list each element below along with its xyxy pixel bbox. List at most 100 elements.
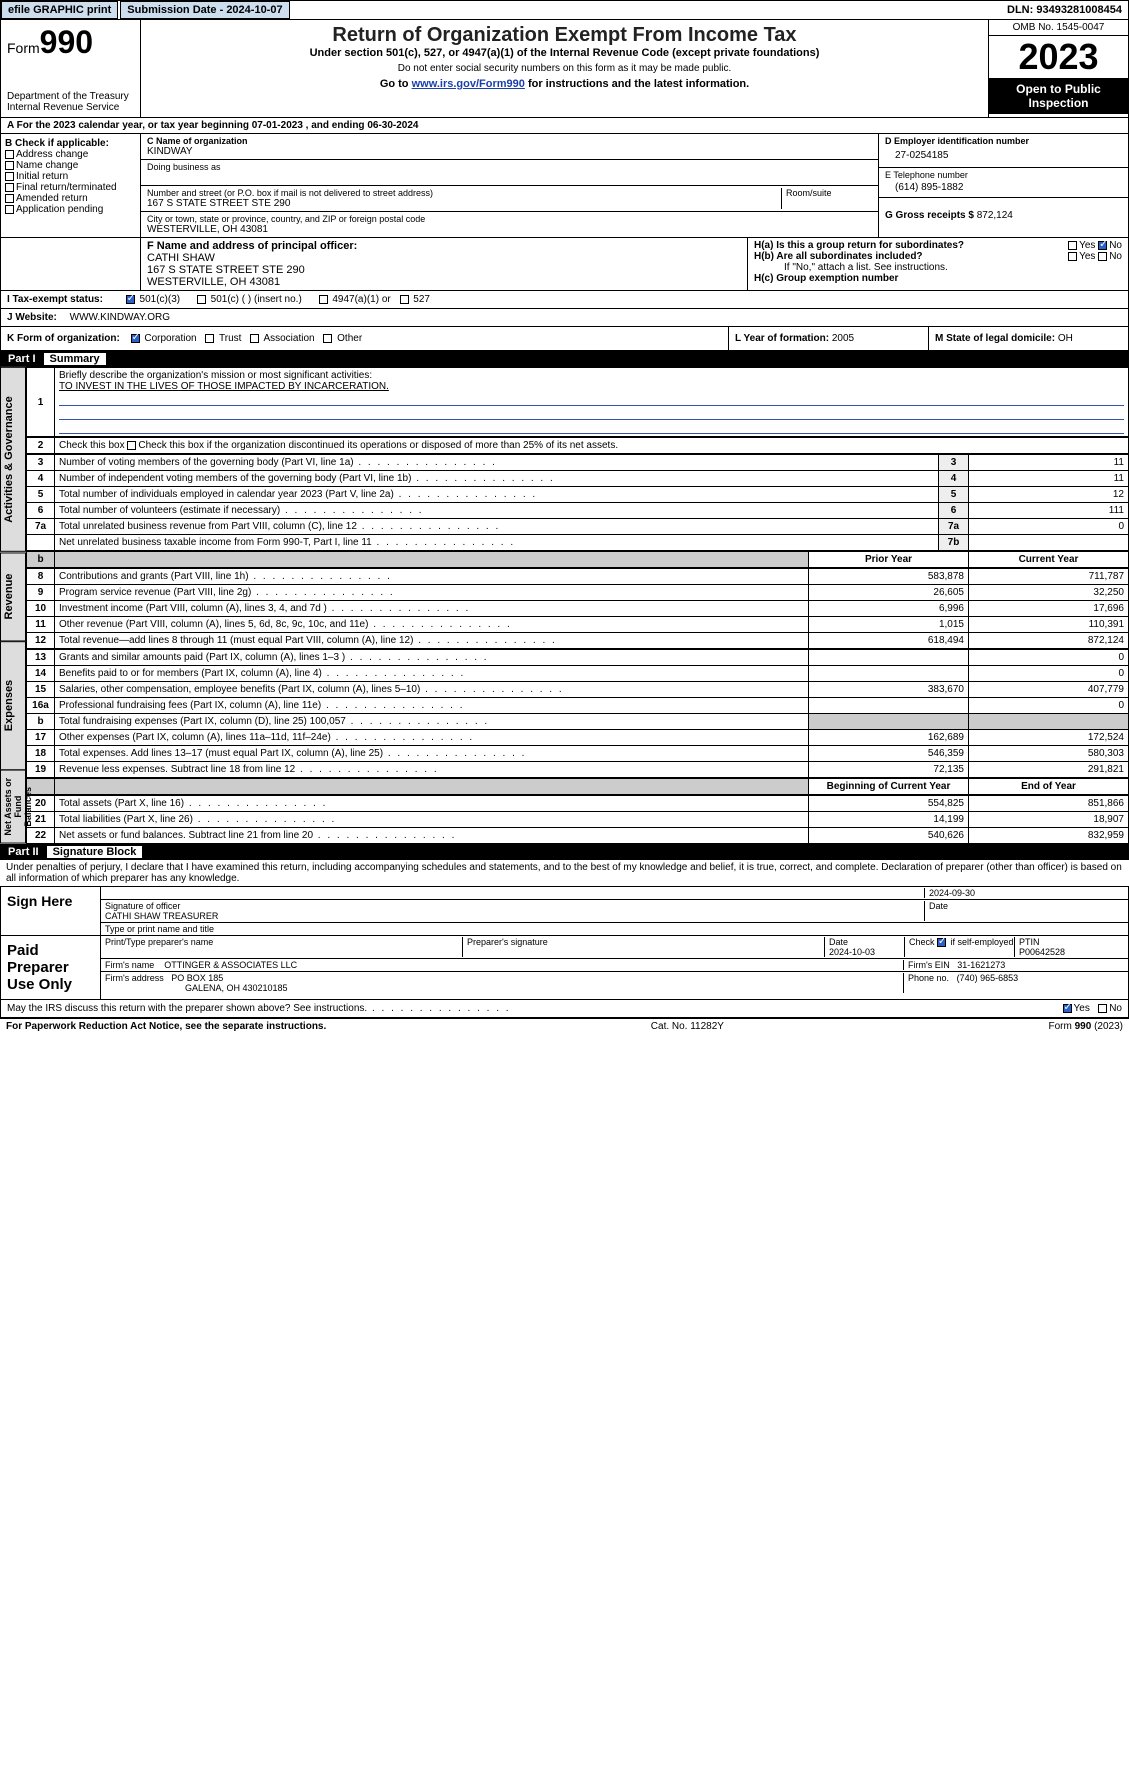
sign-here-block: Sign Here 2024-09-30 Signature of office… xyxy=(0,886,1129,936)
irs-link[interactable]: www.irs.gov/Form990 xyxy=(412,78,525,90)
end-year-hdr: End of Year xyxy=(969,779,1129,795)
lbl-application-pending: Application pending xyxy=(16,204,103,215)
room-label: Room/suite xyxy=(786,188,872,198)
type-print-label: Type or print name and title xyxy=(105,924,214,934)
revenue-table: 8Contributions and grants (Part VIII, li… xyxy=(26,568,1129,649)
ein-label: D Employer identification number xyxy=(885,136,1122,146)
part1-title: Summary xyxy=(44,353,106,365)
officer-name: CATHI SHAW xyxy=(147,252,741,264)
hb-no[interactable] xyxy=(1098,252,1107,261)
print-name-label: Print/Type preparer's name xyxy=(105,937,462,957)
form-title: Return of Organization Exempt From Incom… xyxy=(149,24,980,47)
line2-rest: Check this box if the organization disco… xyxy=(138,440,618,451)
chk-501c[interactable] xyxy=(197,295,206,304)
chk-final-return[interactable] xyxy=(5,183,14,192)
tax-year: 2023 xyxy=(989,36,1128,78)
form-number: 990 xyxy=(40,24,93,60)
chk-527[interactable] xyxy=(400,295,409,304)
omb-number: OMB No. 1545-0047 xyxy=(989,20,1128,36)
website-val: WWW.KINDWAY.ORG xyxy=(70,312,170,323)
chk-trust[interactable] xyxy=(205,334,214,343)
expenses-table: 13Grants and similar amounts paid (Part … xyxy=(26,649,1129,778)
hb-label: H(b) Are all subordinates included? xyxy=(754,251,923,262)
tax-exempt-label: I Tax-exempt status: xyxy=(7,294,103,305)
firm-phone-label: Phone no. xyxy=(908,973,949,983)
officer-label: F Name and address of principal officer: xyxy=(147,240,741,252)
ptin: P00642528 xyxy=(1019,947,1065,957)
dept-label: Department of the Treasury Internal Reve… xyxy=(7,91,134,113)
part2-label: Part II xyxy=(8,846,39,858)
prep-sig-label: Preparer's signature xyxy=(462,937,824,957)
opt-4947: 4947(a)(1) or xyxy=(332,294,390,305)
paid-preparer-label: Paid Preparer Use Only xyxy=(1,936,101,999)
discuss-yes[interactable] xyxy=(1063,1004,1072,1013)
ha-no[interactable] xyxy=(1098,241,1107,250)
discuss-no[interactable] xyxy=(1098,1004,1107,1013)
ptin-label: PTIN xyxy=(1019,937,1040,947)
chk-initial-return[interactable] xyxy=(5,172,14,181)
lbl-amended-return: Amended return xyxy=(16,193,88,204)
firm-ein-label: Firm's EIN xyxy=(908,960,950,970)
governance-table: 3Number of voting members of the governi… xyxy=(26,454,1129,551)
street-label: Number and street (or P.O. box if mail i… xyxy=(147,188,781,198)
perjury-text: Under penalties of perjury, I declare th… xyxy=(0,860,1129,886)
officer-addr1: 167 S STATE STREET STE 290 xyxy=(147,264,741,276)
side-revenue: Revenue xyxy=(0,552,26,641)
goto-prefix: Go to xyxy=(380,78,412,90)
prep-date-label: Date xyxy=(829,937,848,947)
chk-assoc[interactable] xyxy=(250,334,259,343)
discuss-label: May the IRS discuss this return with the… xyxy=(7,1003,511,1014)
ha-label: H(a) Is this a group return for subordin… xyxy=(754,240,964,251)
chk-name-change[interactable] xyxy=(5,161,14,170)
dba-label: Doing business as xyxy=(147,162,872,172)
check-self-label: Check xyxy=(909,937,937,947)
chk-4947[interactable] xyxy=(319,295,328,304)
side-net: Net Assets or Fund Balances xyxy=(0,770,26,844)
chk-self-employed[interactable] xyxy=(937,938,946,947)
chk-application-pending[interactable] xyxy=(5,205,14,214)
submission-date: Submission Date - 2024-10-07 xyxy=(120,1,289,19)
sign-here-label: Sign Here xyxy=(1,887,101,935)
sig-officer-label: Signature of officer xyxy=(105,901,924,911)
net-assets-table: 20Total assets (Part X, line 16)554,8258… xyxy=(26,795,1129,844)
opt-assoc: Association xyxy=(263,333,314,344)
paid-preparer-block: Paid Preparer Use Only Print/Type prepar… xyxy=(0,936,1129,1000)
officer-addr2: WESTERVILLE, OH 43081 xyxy=(147,276,741,288)
chk-discontinued[interactable] xyxy=(127,441,136,450)
page-footer: For Paperwork Reduction Act Notice, see … xyxy=(0,1018,1129,1034)
domicile-label: M State of legal domicile: xyxy=(935,333,1058,344)
form-org-label: K Form of organization: xyxy=(7,333,120,344)
firm-name-label: Firm's name xyxy=(105,960,154,970)
public-inspection: Open to Public Inspection xyxy=(989,78,1128,114)
form-subtitle: Under section 501(c), 527, or 4947(a)(1)… xyxy=(149,47,980,59)
lbl-name-change: Name change xyxy=(16,160,78,171)
lbl-final-return: Final return/terminated xyxy=(16,182,117,193)
box-b-label: B Check if applicable: xyxy=(5,138,136,149)
part1-label: Part I xyxy=(8,353,36,365)
opt-trust: Trust xyxy=(219,333,241,344)
chk-501c3[interactable] xyxy=(126,295,135,304)
hb-yes[interactable] xyxy=(1068,252,1077,261)
hc-label: H(c) Group exemption number xyxy=(754,273,898,284)
mission-text: TO INVEST IN THE LIVES OF THOSE IMPACTED… xyxy=(59,381,389,392)
phone: (614) 895-1882 xyxy=(885,180,1122,195)
street: 167 S STATE STREET STE 290 xyxy=(147,198,781,209)
ha-yes[interactable] xyxy=(1068,241,1077,250)
form-footer: Form 990 (2023) xyxy=(1049,1021,1123,1032)
lbl-initial-return: Initial return xyxy=(16,171,68,182)
opt-corp: Corporation xyxy=(144,333,196,344)
prior-year-hdr: Prior Year xyxy=(809,552,969,568)
lbl-address-change: Address change xyxy=(16,149,88,160)
firm-addr: PO BOX 185 xyxy=(171,973,223,983)
chk-other[interactable] xyxy=(323,334,332,343)
year-formation-label: L Year of formation: xyxy=(735,333,832,344)
chk-address-change[interactable] xyxy=(5,150,14,159)
ssn-note: Do not enter social security numbers on … xyxy=(149,63,980,74)
org-name-label: C Name of organization xyxy=(147,136,872,146)
efile-button[interactable]: efile GRAPHIC print xyxy=(1,1,118,19)
firm-phone: (740) 965-6853 xyxy=(957,973,1019,983)
chk-corp[interactable] xyxy=(131,334,140,343)
opt-527: 527 xyxy=(413,294,430,305)
chk-amended-return[interactable] xyxy=(5,194,14,203)
discuss-yes-label: Yes xyxy=(1074,1003,1090,1014)
